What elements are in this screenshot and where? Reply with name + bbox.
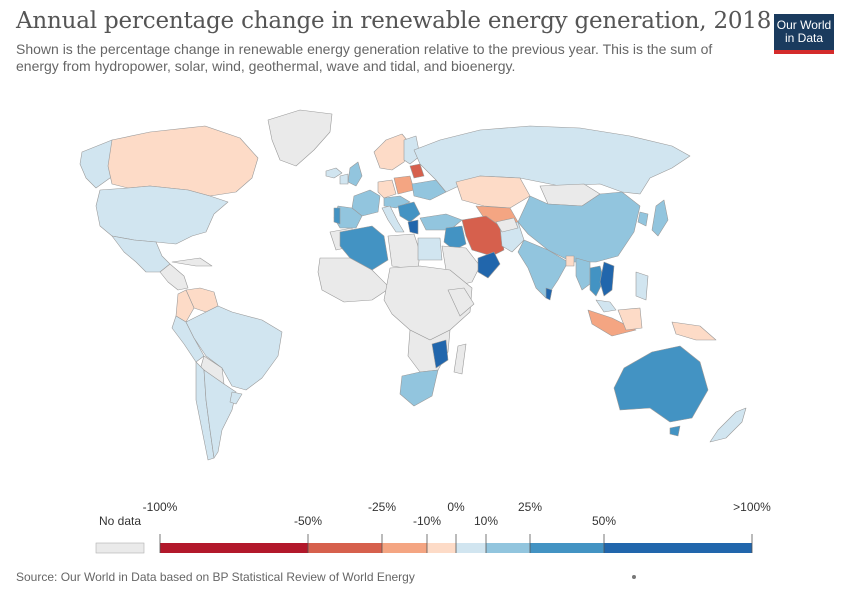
region-libya — [387, 233, 421, 271]
region-malaysia — [595, 299, 617, 313]
legend-label-top-0: -100% — [142, 500, 178, 514]
region-sri-lanka — [545, 287, 553, 301]
region-afghanistan — [495, 217, 519, 233]
region-south-africa — [399, 369, 439, 407]
owid-logo[interactable]: Our World in Data — [774, 14, 834, 54]
legend-bin-3[interactable] — [427, 543, 456, 553]
region-greece — [407, 219, 419, 235]
region-oman — [477, 251, 501, 279]
region-egypt — [417, 237, 443, 261]
legend-bin-1[interactable] — [308, 543, 382, 553]
region-bangladesh — [565, 255, 575, 267]
region-kazakhstan — [455, 175, 531, 209]
chart-subtitle: Shown is the percentage change in renewa… — [16, 41, 713, 74]
region-indonesia — [587, 309, 637, 337]
legend-label-bottom-0: -50% — [293, 514, 323, 528]
region-south-korea — [637, 211, 649, 227]
region-iraq — [443, 225, 467, 251]
legend-bin-4[interactable] — [456, 543, 486, 553]
region-iceland — [325, 167, 343, 179]
legend-no-data-label: No data — [98, 514, 142, 528]
region-central-america — [159, 263, 189, 291]
region-uk — [347, 161, 363, 187]
region-russia — [413, 125, 691, 195]
legend-label-top-3: 25% — [517, 500, 543, 514]
legend-label-bottom-1: -10% — [412, 514, 442, 528]
legend-label-bottom-3: 50% — [591, 514, 617, 528]
region-tasmania — [669, 425, 681, 437]
region-east-africa — [447, 287, 475, 317]
region-australia — [613, 345, 709, 423]
region-philippines — [635, 271, 649, 301]
timeline-dot[interactable] — [632, 575, 636, 579]
region-united-states — [95, 185, 229, 245]
legend-bin-6[interactable] — [530, 543, 604, 553]
region-argentina — [203, 369, 237, 459]
legend-label-top-1: -25% — [367, 500, 397, 514]
legend-label-top-2: 0% — [447, 500, 465, 514]
region-italy — [381, 205, 405, 233]
logo-line-2: in Data — [784, 31, 824, 45]
source-note: Source: Our World in Data based on BP St… — [16, 570, 415, 584]
region-japan — [651, 199, 669, 237]
region-myanmar — [575, 257, 591, 291]
region-canada — [107, 125, 259, 197]
region-ukraine — [411, 179, 447, 201]
region-thailand — [589, 265, 605, 297]
region-new-guinea — [671, 321, 717, 341]
legend-label-top-4: >100% — [733, 500, 771, 514]
region-uruguay — [229, 391, 243, 405]
region-balkans — [397, 201, 421, 223]
region-germany — [377, 179, 397, 199]
region-caribbean — [171, 257, 213, 267]
region-turkey — [419, 213, 463, 231]
chart-title: Annual percentage change in renewable en… — [16, 8, 772, 34]
region-poland — [393, 175, 415, 195]
region-new-zealand — [709, 407, 747, 443]
legend-bin-0[interactable] — [160, 543, 308, 553]
legend-bin-5[interactable] — [486, 543, 530, 553]
region-ireland — [339, 173, 349, 185]
region-west-africa — [317, 257, 391, 303]
logo-line-1: Our World — [776, 18, 832, 32]
region-greenland — [267, 109, 333, 167]
region-iran — [461, 215, 505, 257]
world-map[interactable] — [0, 100, 850, 490]
region-finland — [403, 135, 421, 165]
region-vietnam — [599, 261, 615, 297]
legend-no-data-swatch — [95, 542, 145, 554]
legend-bar — [95, 534, 753, 554]
region-baltics — [409, 163, 425, 179]
region-portugal — [333, 207, 341, 225]
legend-bin-2[interactable] — [382, 543, 427, 553]
legend-bin-7[interactable] — [604, 543, 752, 553]
region-mozambique — [431, 339, 449, 369]
region-china — [517, 191, 641, 263]
region-borneo — [617, 307, 643, 331]
region-brazil — [185, 305, 283, 391]
region-madagascar — [453, 343, 467, 375]
region-colombia — [175, 289, 195, 323]
legend-label-bottom-2: 10% — [473, 514, 499, 528]
